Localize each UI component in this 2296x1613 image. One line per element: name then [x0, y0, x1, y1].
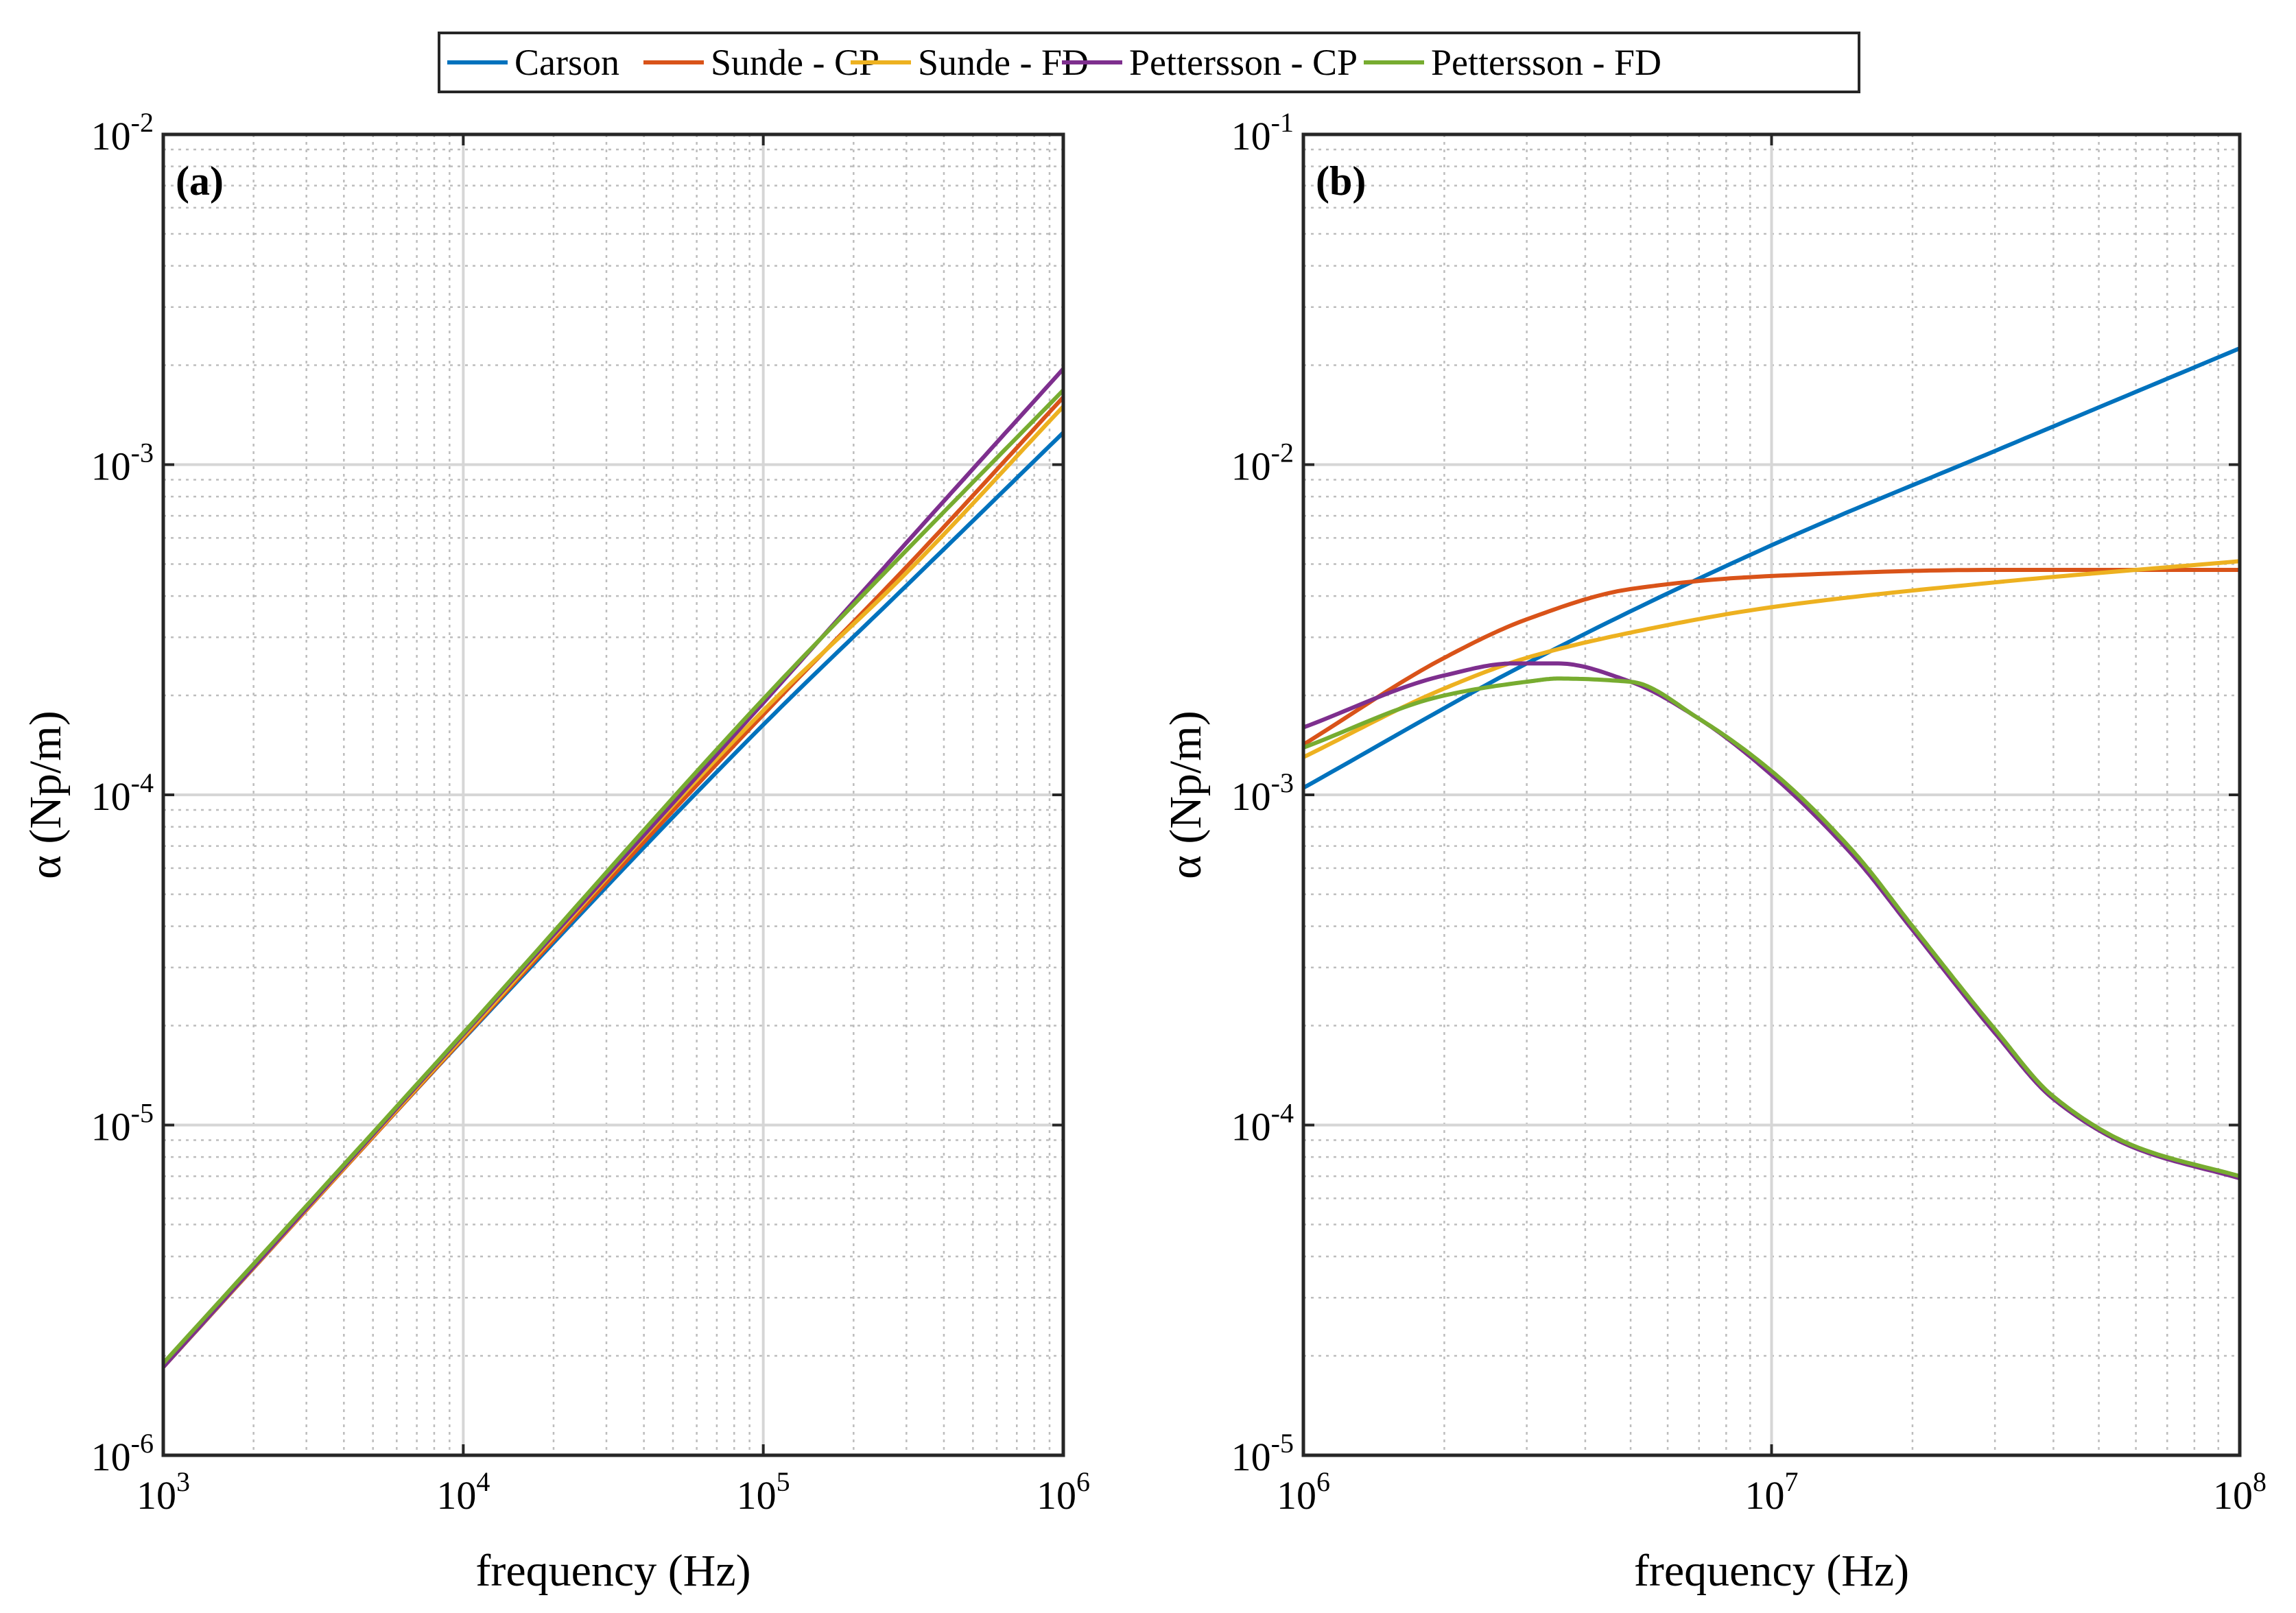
x-tick-label-exponent: 5 — [777, 1466, 790, 1497]
series-line-pettersson-fd — [163, 388, 1063, 1365]
legend-item-carson: Carson — [447, 42, 619, 83]
legend-label: Carson — [514, 42, 619, 83]
legend: Carson Sunde - CP Sunde - FD Pettersson - C… — [438, 32, 1860, 93]
series-line-sunde-cp — [1303, 568, 2240, 747]
x-tick-label: 105 — [737, 1466, 790, 1518]
y-tick-label-exponent: -5 — [1271, 1428, 1294, 1459]
y-tick-label-exponent: -4 — [1271, 1098, 1294, 1129]
y-tick-label: 10-5 — [91, 1098, 154, 1149]
y-tick-label-base: 10 — [91, 114, 131, 158]
series-line-sunde-fd — [1303, 559, 2240, 760]
x-axis-label: frequency (Hz) — [1634, 1546, 1909, 1596]
panel-label: (a) — [176, 158, 224, 204]
legend-item-pettersson-cp: Pettersson - CP — [1062, 42, 1358, 83]
y-tick-label-base: 10 — [1231, 444, 1271, 489]
y-tick-label: 10-2 — [91, 107, 154, 158]
x-tick-label-exponent: 8 — [2253, 1466, 2267, 1497]
x-tick-label-exponent: 6 — [1316, 1466, 1330, 1497]
x-tick-label-base: 10 — [1037, 1473, 1076, 1518]
ticks — [162, 133, 1065, 1457]
legend-label: Sunde - FD — [918, 42, 1089, 83]
x-tick-label-exponent: 6 — [1076, 1466, 1090, 1497]
series-line-pettersson-fd — [1303, 676, 2240, 1179]
ticks — [1302, 133, 2241, 1457]
y-tick-label-base: 10 — [91, 1435, 131, 1479]
x-tick-label-base: 10 — [2213, 1473, 2253, 1518]
series-line-carson — [1303, 346, 2240, 790]
y-tick-label-base: 10 — [91, 1105, 131, 1149]
x-tick-label: 103 — [137, 1466, 190, 1518]
x-tick-label-base: 10 — [1745, 1473, 1785, 1518]
x-tick-label-base: 10 — [737, 1473, 777, 1518]
x-tick-label: 108 — [2213, 1466, 2267, 1518]
y-tick-label-exponent: -4 — [131, 767, 154, 798]
y-tick-label-base: 10 — [1231, 774, 1271, 819]
x-tick-label-exponent: 3 — [176, 1466, 190, 1497]
panel-a: 103 104 105 10610-610-510-410-310-2frequenc… — [21, 107, 1090, 1596]
y-tick-label-exponent: -2 — [131, 107, 154, 138]
legend-item-sunde-fd: Sunde - FD — [851, 42, 1089, 83]
legend-item-pettersson-fd: Pettersson - FD — [1364, 42, 1661, 83]
y-tick-label-exponent: -3 — [131, 438, 154, 468]
series-group — [1303, 346, 2240, 1181]
y-tick-label-exponent: -3 — [1271, 767, 1294, 798]
x-tick-label-base: 10 — [436, 1473, 476, 1518]
y-tick-label-base: 10 — [91, 774, 131, 819]
legend-label: Pettersson - CP — [1129, 42, 1358, 83]
y-tick-label: 10-2 — [1231, 438, 1294, 489]
y-tick-label-exponent: -1 — [1271, 107, 1294, 138]
x-tick-label-exponent: 4 — [476, 1466, 490, 1497]
x-tick-label: 106 — [1037, 1466, 1090, 1518]
y-tick-label-base: 10 — [1231, 1105, 1271, 1149]
y-tick-label: 10-4 — [91, 767, 154, 819]
y-tick-label-exponent: -6 — [131, 1428, 154, 1459]
x-tick-label-exponent: 7 — [1785, 1466, 1799, 1497]
y-tick-label: 10-3 — [91, 438, 154, 489]
y-axis-label: α (Np/m) — [1161, 710, 1211, 879]
x-tick-label: 107 — [1745, 1466, 1799, 1518]
x-axis-label: frequency (Hz) — [475, 1546, 750, 1596]
y-axis-label: α (Np/m) — [21, 710, 71, 879]
series-group — [163, 366, 1063, 1370]
y-tick-label-base: 10 — [91, 444, 131, 489]
x-tick-label-base: 10 — [1277, 1473, 1316, 1518]
y-tick-label: 10-3 — [1231, 767, 1294, 819]
x-tick-label: 106 — [1277, 1466, 1330, 1518]
y-tick-label-base: 10 — [1231, 114, 1271, 158]
panel-label: (b) — [1316, 158, 1366, 204]
y-tick-label: 10-1 — [1231, 107, 1294, 158]
grid — [1302, 133, 2241, 1457]
y-tick-label-base: 10 — [1231, 1435, 1271, 1479]
y-tick-label: 10-6 — [91, 1428, 154, 1479]
y-tick-label-exponent: -5 — [131, 1098, 154, 1129]
x-tick-label-base: 10 — [137, 1473, 176, 1518]
legend-label: Pettersson - FD — [1431, 42, 1661, 83]
x-tick-label: 104 — [436, 1466, 490, 1518]
y-tick-label: 10-5 — [1231, 1428, 1294, 1479]
legend-entries: Carson Sunde - CP Sunde - FD Pettersson - C… — [447, 42, 1661, 83]
y-tick-label-exponent: -2 — [1271, 438, 1294, 468]
y-tick-label: 10-4 — [1231, 1098, 1294, 1149]
